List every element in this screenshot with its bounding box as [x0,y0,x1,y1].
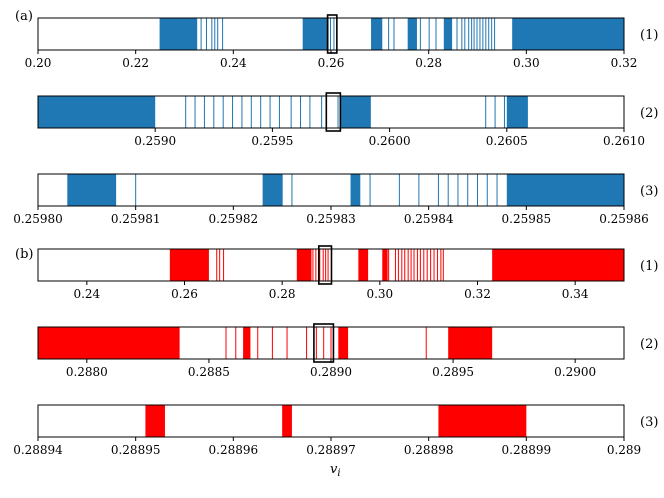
x-tick-label: 0.28898 [404,443,454,457]
barcode-block [67,174,117,206]
barcode-block [407,18,417,50]
barcode-block [169,249,209,281]
x-tick-label: 0.34 [562,287,589,301]
x-tick-label: 0.25983 [306,212,356,226]
row-label: (1) [640,28,658,43]
axes-frame [37,404,625,438]
x-axis-label-sub: i [337,468,340,479]
x-tick-label: 0.28 [415,56,442,70]
x-tick-label: 0.28895 [111,443,161,457]
barcode-block [296,249,312,281]
x-tick-label: 0.25986 [599,212,649,226]
x-axis-label-main: v [330,462,338,477]
x-tick-label: 0.25980 [13,212,63,226]
x-tick-label: 0.2610 [603,134,645,148]
x-tick-label: 0.32 [464,287,491,301]
zoom-box [313,323,335,363]
row-label: (1) [640,259,658,274]
x-tick-label: 0.26 [318,56,345,70]
row-label: (3) [640,184,658,199]
x-axis-label: vi [330,462,341,479]
x-tick-label: 0.22 [122,56,149,70]
x-tick-label: 0.28897 [306,443,356,457]
barcode-block [262,174,283,206]
x-tick-label: 0.24 [73,287,100,301]
barcode-block [145,405,165,437]
barcode-block [38,327,180,359]
x-tick-label: 0.2895 [432,365,474,379]
axes-frame [37,95,625,129]
barcode-block [159,18,198,50]
x-tick-label: 0.2590 [134,134,176,148]
x-tick-label: 0.32 [611,56,638,70]
x-tick-label: 0.25981 [111,212,161,226]
zoom-box [326,14,338,54]
x-tick-label: 0.2890 [310,365,352,379]
x-tick-label: 0.2605 [486,134,528,148]
x-tick-label: 0.28 [269,287,296,301]
barcode-block [302,18,329,50]
barcode-block [382,249,388,281]
barcode-block [512,18,624,50]
row-label: (3) [640,415,658,430]
x-tick-label: 0.20 [25,56,52,70]
panel-label: (b) [15,247,33,262]
x-tick-label: 0.2595 [251,134,293,148]
row-label: (2) [640,106,658,121]
barcode-block [358,249,369,281]
x-tick-label: 0.28896 [209,443,259,457]
barcode-block [338,327,349,359]
row-label: (2) [640,337,658,352]
x-tick-label: 0.28894 [13,443,63,457]
x-tick-label: 0.25982 [209,212,259,226]
x-tick-label: 0.30 [366,287,393,301]
barcode-block [282,405,292,437]
x-tick-label: 0.25985 [502,212,552,226]
barcode-block [506,96,528,128]
x-tick-label: 0.24 [220,56,247,70]
x-tick-label: 0.289 [607,443,641,457]
x-tick-label: 0.26 [171,287,198,301]
barcode-block [492,249,624,281]
x-tick-label: 0.2900 [554,365,596,379]
barcode-block [443,18,453,50]
barcode-block [243,327,251,359]
barcode-block [506,174,624,206]
barcode-block [340,96,371,128]
x-tick-label: 0.2880 [66,365,108,379]
x-tick-label: 0.30 [513,56,540,70]
x-tick-label: 0.28899 [502,443,552,457]
barcode-block [448,327,493,359]
x-tick-label: 0.2885 [188,365,230,379]
barcode-block [38,96,156,128]
barcode-block [350,174,361,206]
zoom-box [317,245,333,285]
x-tick-label: 0.2600 [369,134,411,148]
panel-label: (a) [15,9,33,24]
barcode-block [371,18,383,50]
zoom-box [325,92,342,132]
x-tick-label: 0.25984 [404,212,454,226]
barcode-block [438,405,527,437]
